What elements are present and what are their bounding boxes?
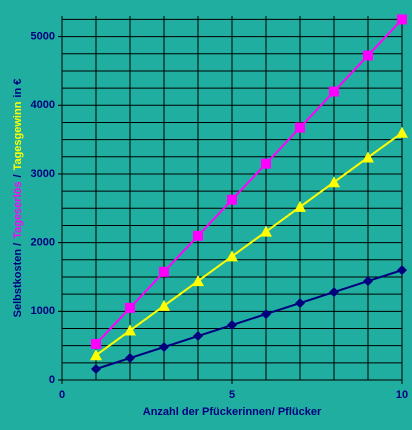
y-tick-label: 3000 xyxy=(31,168,55,180)
marker xyxy=(261,158,271,169)
marker xyxy=(397,265,407,276)
y-tick-label: 5000 xyxy=(31,31,55,43)
marker xyxy=(328,176,340,188)
marker xyxy=(159,266,169,277)
y-label-part: / xyxy=(12,174,24,177)
x-tick-label: 5 xyxy=(229,389,235,401)
y-label-part: Selbstkosten / xyxy=(12,243,24,318)
y-tick-label: 1000 xyxy=(31,305,55,317)
marker xyxy=(397,14,407,25)
y-axis-label: Selbstkosten / Tageserlös / Tagesgewinn in € xyxy=(12,79,24,318)
series-line xyxy=(95,18,403,345)
marker xyxy=(363,276,373,287)
y-label-part: Tagesgewinn xyxy=(12,101,24,170)
y-label-part: in € xyxy=(12,79,24,98)
marker xyxy=(260,225,272,237)
series-line xyxy=(95,269,403,370)
marker xyxy=(158,299,170,311)
y-tick-label: 4000 xyxy=(31,99,55,111)
marker xyxy=(227,194,237,205)
marker xyxy=(124,324,136,336)
x-tick-label: 0 xyxy=(59,389,65,401)
y-tick-label: 2000 xyxy=(31,237,55,249)
marker xyxy=(159,342,169,353)
marker xyxy=(193,230,203,241)
marker xyxy=(362,151,374,163)
y-label-part: Tageserlös xyxy=(12,182,24,239)
marker xyxy=(193,331,203,342)
marker xyxy=(226,250,238,262)
marker xyxy=(329,86,339,97)
marker xyxy=(329,287,339,298)
marker xyxy=(295,122,305,133)
marker xyxy=(90,349,102,361)
y-tick-label: 0 xyxy=(49,374,55,386)
series-line xyxy=(95,131,403,357)
marker xyxy=(227,320,237,331)
x-axis-label: Anzahl der Pfückerinnen/ Pflücker xyxy=(143,406,322,418)
marker xyxy=(192,275,204,287)
marker xyxy=(363,50,373,61)
marker xyxy=(125,353,135,364)
marker xyxy=(295,298,305,309)
marker xyxy=(261,309,271,320)
x-tick-label: 10 xyxy=(396,389,408,401)
marker xyxy=(125,302,135,313)
marker xyxy=(91,338,101,349)
marker xyxy=(91,364,101,375)
marker xyxy=(396,126,408,138)
marker xyxy=(294,200,306,212)
